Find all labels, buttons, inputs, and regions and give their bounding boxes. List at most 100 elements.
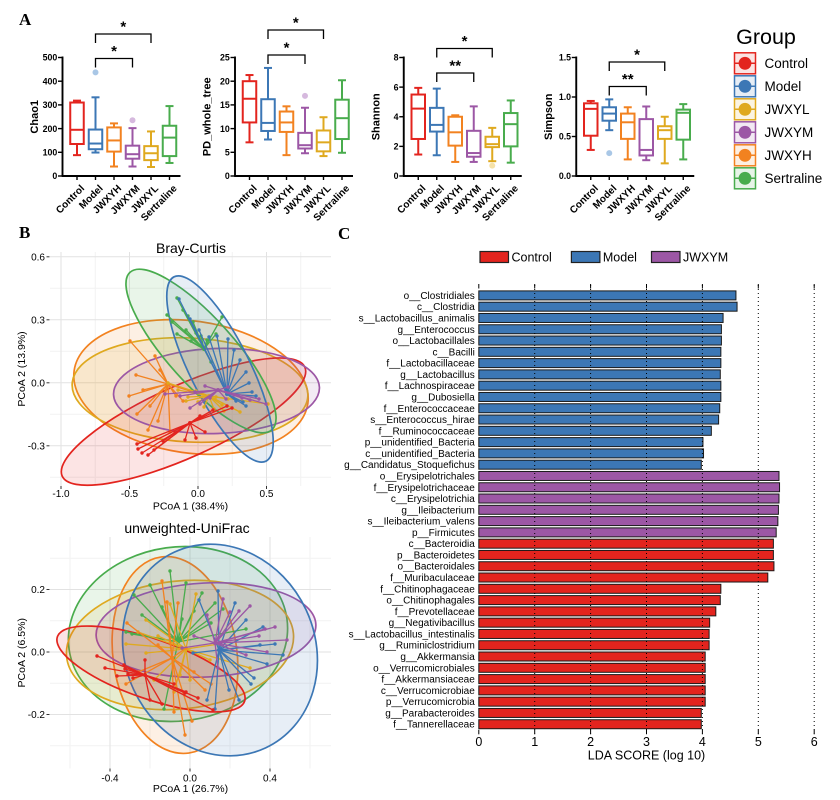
svg-text:*: * (634, 47, 640, 64)
svg-text:o__Chitinophagales: o__Chitinophagales (386, 596, 474, 607)
svg-text:6: 6 (811, 735, 818, 749)
svg-text:f__Erysipelotrichaceae: f__Erysipelotrichaceae (374, 483, 476, 494)
svg-text:f__Prevotellaceae: f__Prevotellaceae (395, 607, 475, 618)
svg-text:-1.0: -1.0 (52, 489, 70, 500)
svg-text:c__Bacilli: c__Bacilli (433, 347, 475, 358)
svg-text:LDA SCORE (log 10): LDA SCORE (log 10) (588, 748, 705, 762)
svg-text:200: 200 (43, 124, 58, 134)
svg-text:g__Enterococcus: g__Enterococcus (398, 325, 475, 336)
svg-text:3: 3 (643, 735, 650, 749)
svg-text:0.3: 0.3 (31, 315, 45, 326)
svg-text:c__Bacteroidia: c__Bacteroidia (409, 539, 476, 550)
svg-text:0: 0 (225, 171, 230, 181)
svg-text:p__Verrucomicrobia: p__Verrucomicrobia (386, 697, 475, 708)
svg-text:*: * (293, 15, 299, 32)
svg-text:400: 400 (43, 76, 58, 86)
svg-text:f__Chitinophagaceae: f__Chitinophagaceae (380, 584, 475, 595)
svg-text:2: 2 (587, 735, 594, 749)
svg-text:5: 5 (225, 148, 230, 158)
svg-text:f__Lactobacillaceae: f__Lactobacillaceae (386, 359, 475, 370)
svg-text:p__Bacteroidetes: p__Bacteroidetes (397, 550, 475, 561)
svg-text:20: 20 (220, 76, 230, 86)
svg-text:PCoA 2 (13.9%): PCoA 2 (13.9%) (16, 331, 28, 406)
svg-text:0.4: 0.4 (263, 774, 277, 785)
svg-text:4: 4 (394, 112, 399, 122)
svg-text:C: C (338, 224, 350, 243)
svg-text:JWXYL: JWXYL (765, 102, 811, 117)
svg-text:PD_whole_tree: PD_whole_tree (202, 77, 214, 156)
svg-text:-0.3: -0.3 (28, 441, 46, 452)
svg-text:g__Negativibacillus: g__Negativibacillus (389, 618, 475, 629)
svg-text:PCoA 1 (26.7%): PCoA 1 (26.7%) (153, 783, 228, 795)
svg-text:0.5: 0.5 (260, 489, 274, 500)
svg-text:Chao1: Chao1 (29, 100, 41, 134)
svg-text:f__Tannerellaceae: f__Tannerellaceae (393, 720, 475, 731)
svg-text:Control: Control (512, 251, 552, 265)
svg-text:Group: Group (736, 25, 796, 49)
svg-text:5: 5 (755, 735, 762, 749)
svg-text:8: 8 (394, 53, 399, 63)
svg-text:*: * (120, 19, 126, 36)
svg-text:A: A (19, 10, 32, 29)
svg-text:0.0: 0.0 (31, 648, 45, 659)
svg-text:JWXYM: JWXYM (683, 251, 728, 265)
svg-text:g__Lactobacillus: g__Lactobacillus (400, 370, 475, 381)
svg-text:*: * (462, 33, 468, 50)
svg-text:25: 25 (220, 53, 230, 63)
svg-text:10: 10 (220, 124, 230, 134)
svg-text:0.2: 0.2 (31, 585, 45, 596)
svg-text:f__Ruminococcaceae: f__Ruminococcaceae (379, 426, 476, 437)
svg-text:c__Erysipelotrichia: c__Erysipelotrichia (391, 494, 475, 505)
svg-text:15: 15 (220, 100, 230, 110)
svg-text:0.0: 0.0 (31, 378, 45, 389)
svg-text:g__Dubosiella: g__Dubosiella (411, 392, 475, 403)
svg-text:0: 0 (52, 171, 57, 181)
svg-text:6: 6 (394, 82, 399, 92)
svg-text:p__Firmicutes: p__Firmicutes (412, 528, 475, 539)
svg-text:Model: Model (603, 251, 637, 265)
svg-text:100: 100 (43, 148, 58, 158)
svg-text:4: 4 (699, 735, 706, 749)
svg-text:s__Enterococcus_hirae: s__Enterococcus_hirae (370, 415, 475, 426)
svg-text:300: 300 (43, 100, 58, 110)
svg-text:g__Ileibacterium: g__Ileibacterium (401, 505, 474, 516)
svg-text:g__Ruminiclostridium: g__Ruminiclostridium (379, 641, 475, 652)
svg-text:g__Parabacteroides: g__Parabacteroides (385, 708, 475, 719)
svg-text:f__Lachnospiraceae: f__Lachnospiraceae (385, 381, 476, 392)
svg-text:0.0: 0.0 (183, 774, 197, 785)
svg-text:0.0: 0.0 (559, 171, 571, 181)
svg-text:o__Erysipelotrichales: o__Erysipelotrichales (380, 471, 475, 482)
svg-text:c__Clostridia: c__Clostridia (417, 302, 475, 313)
svg-text:Shannon: Shannon (370, 93, 382, 140)
svg-text:1.0: 1.0 (559, 92, 571, 102)
svg-text:1: 1 (531, 735, 538, 749)
svg-text:0.0: 0.0 (191, 489, 205, 500)
svg-text:0: 0 (394, 171, 399, 181)
svg-text:0.6: 0.6 (31, 252, 45, 263)
svg-text:f__Muribaculaceae: f__Muribaculaceae (390, 573, 475, 584)
svg-text:s__Lactobacillus_animalis: s__Lactobacillus_animalis (359, 313, 475, 324)
svg-text:g__Candidatus_Stoquefichus: g__Candidatus_Stoquefichus (344, 460, 475, 471)
svg-text:p__unidentified_Bacteria: p__unidentified_Bacteria (365, 438, 476, 449)
svg-text:f__Enterococcaceae: f__Enterococcaceae (384, 404, 476, 415)
svg-text:**: ** (622, 71, 634, 88)
svg-text:*: * (111, 43, 117, 60)
svg-text:s__Ileibacterium_valens: s__Ileibacterium_valens (368, 517, 475, 528)
svg-text:f__Akkermansiaceae: f__Akkermansiaceae (381, 675, 475, 686)
svg-text:PCoA 2 (6.5%): PCoA 2 (6.5%) (16, 618, 28, 687)
svg-text:o__Verrucomicrobiales: o__Verrucomicrobiales (373, 663, 475, 674)
svg-text:0.5: 0.5 (559, 132, 571, 142)
svg-text:2: 2 (394, 142, 399, 152)
svg-text:*: * (284, 40, 290, 57)
svg-text:o__Clostridiales: o__Clostridiales (404, 291, 475, 302)
svg-text:-0.5: -0.5 (121, 489, 139, 500)
svg-text:s__Lactobacillus_intestinalis: s__Lactobacillus_intestinalis (349, 629, 475, 640)
svg-text:0: 0 (475, 735, 482, 749)
svg-text:unweighted-UniFrac: unweighted-UniFrac (124, 520, 249, 536)
svg-text:-0.2: -0.2 (28, 710, 46, 721)
svg-text:Simpson: Simpson (543, 93, 555, 140)
svg-text:JWXYH: JWXYH (765, 148, 812, 163)
svg-text:Control: Control (765, 56, 809, 71)
svg-text:B: B (19, 223, 30, 242)
svg-text:JWXYM: JWXYM (765, 125, 814, 140)
